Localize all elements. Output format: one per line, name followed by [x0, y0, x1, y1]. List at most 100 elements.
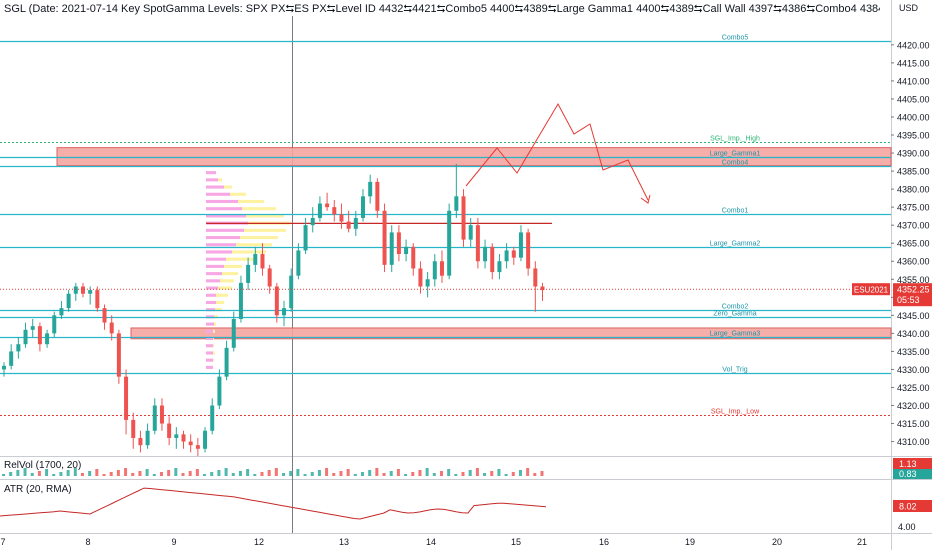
price-tick-label: 4320.00 — [897, 401, 930, 411]
candle-body — [490, 246, 495, 273]
relvol-bar — [2, 474, 5, 476]
level-label: Zero_Gamma — [713, 311, 756, 318]
price-tick-label: 4380.00 — [897, 185, 930, 195]
candle-body — [267, 268, 272, 287]
relvol-bar — [52, 474, 56, 476]
candle-body — [30, 326, 35, 330]
relvol-bar — [16, 470, 20, 476]
projection-arrowhead — [640, 194, 651, 204]
candle-body — [483, 246, 488, 262]
relvol-bar — [511, 472, 515, 476]
volume-profile-bar-down — [206, 358, 213, 362]
candle-body — [167, 423, 172, 438]
relvol-bar — [325, 468, 329, 476]
relvol-bar — [425, 468, 429, 476]
relvol-bar — [102, 474, 106, 476]
relvol-bar — [181, 473, 185, 476]
relvol-bar — [368, 470, 372, 476]
candle-body — [9, 351, 14, 366]
candle-body — [289, 275, 294, 309]
volume-profile-bar-down — [206, 171, 216, 175]
candle-body — [124, 376, 129, 420]
candle-body — [195, 445, 200, 449]
atr-title: ATR (20, RMA) — [4, 484, 72, 495]
candle-body — [181, 434, 186, 442]
relvol-bar — [289, 471, 293, 476]
level-label: SGL_Imp._Low — [711, 409, 760, 416]
price-tick-label: 4360.00 — [897, 257, 930, 267]
relvol-bar — [296, 469, 300, 476]
candle-body — [73, 286, 78, 294]
volume-profile-bar-down — [206, 236, 240, 240]
candle-body — [159, 405, 164, 424]
relvol-bar — [375, 468, 379, 476]
relvol-bar — [411, 472, 415, 476]
candle-body — [368, 181, 373, 197]
volume-profile-bar-down — [206, 329, 213, 333]
relvol-bar — [88, 471, 92, 476]
relvol-bar — [353, 474, 357, 476]
volume-profile-bar-down — [206, 185, 224, 189]
volume-profile-bar-up — [224, 264, 242, 268]
candle-body — [66, 293, 71, 309]
relvol-tag-a-bg — [893, 458, 932, 469]
level-label: Combo4 — [722, 160, 749, 167]
relvol-bar — [389, 471, 393, 476]
volume-profile-bar-up — [226, 257, 254, 261]
relvol-bar — [37, 471, 41, 476]
volume-profile-bar-up — [242, 207, 276, 211]
candle-body — [37, 326, 42, 345]
relvol-bar — [138, 471, 142, 476]
volume-profile-bar-up — [218, 178, 222, 182]
candle-body — [526, 232, 531, 269]
relvol-bar — [124, 468, 128, 476]
relvol-bar — [504, 474, 508, 476]
relvol-bar — [109, 472, 113, 476]
candle-body — [454, 196, 459, 211]
candle-body — [332, 207, 337, 215]
volume-profile-bar-down — [206, 279, 220, 283]
volume-profile-bar-up — [213, 336, 214, 341]
candle-body — [447, 210, 452, 276]
time-axis-label: 21 — [857, 537, 867, 547]
price-tick-label: 4385.00 — [897, 167, 930, 177]
atr-tick-label: 4.00 — [898, 522, 916, 532]
time-axis-label: 16 — [599, 537, 609, 547]
candle-body — [188, 441, 193, 446]
relvol-value-a: 1.13 — [899, 459, 917, 469]
candle-body — [246, 264, 251, 283]
atr-tag-bg — [893, 500, 932, 512]
relvol-bar — [152, 474, 156, 476]
candle-body — [411, 246, 416, 269]
candle-body — [497, 261, 502, 273]
candle-body — [425, 279, 430, 287]
relvol-bar — [317, 470, 321, 476]
volume-profile-bar-down — [206, 250, 232, 254]
projection-path — [465, 102, 649, 201]
relvol-bar — [310, 472, 314, 476]
volume-profile-bar-up — [246, 214, 284, 218]
candle-body — [88, 290, 93, 294]
relvol-bar — [468, 470, 472, 476]
candle-body — [203, 430, 208, 449]
price-tick-label: 4390.00 — [897, 149, 930, 159]
candle-body — [16, 344, 21, 352]
candle-body — [109, 322, 114, 334]
time-axis-label: 8 — [85, 537, 90, 547]
volume-profile-bar-up — [213, 358, 214, 362]
relvol-bar — [404, 474, 408, 476]
candle-body — [346, 221, 351, 229]
candle-body — [23, 329, 28, 345]
candle-body — [518, 232, 523, 258]
candle-body — [80, 286, 85, 294]
time-axis-label: 12 — [254, 537, 264, 547]
price-tick-label: 4405.00 — [897, 94, 930, 104]
volume-profile-bar-down — [206, 300, 216, 305]
level-label: Combo5 — [722, 35, 749, 42]
volume-profile-bar-down — [206, 264, 224, 268]
relvol-bar — [454, 474, 458, 476]
relvol-bar — [475, 468, 479, 476]
relvol-bar — [332, 473, 336, 476]
